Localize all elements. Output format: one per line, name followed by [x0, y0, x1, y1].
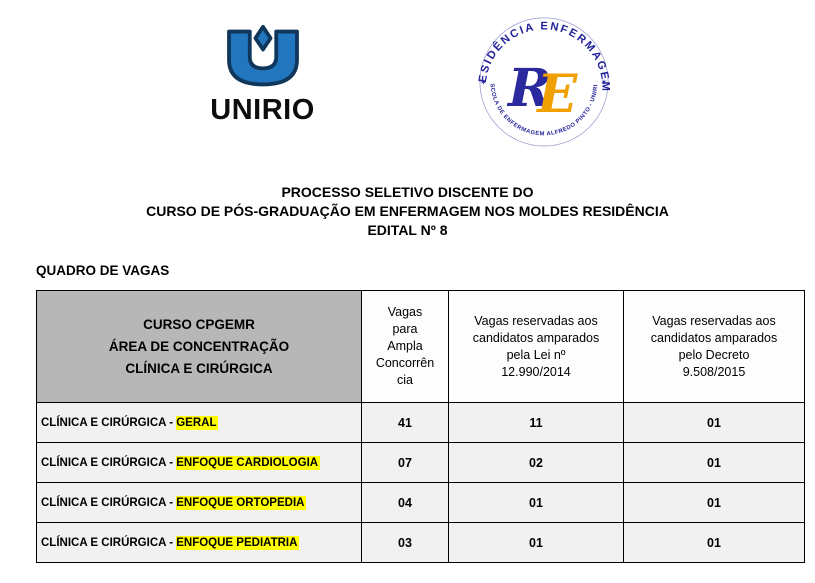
row-label: CLÍNICA E CIRÚRGICA - ENFOQUE CARDIOLOGI…: [36, 442, 362, 483]
cell-lei: 11: [448, 402, 624, 443]
row-label-prefix: CLÍNICA E CIRÚRGICA -: [41, 456, 177, 469]
row-label-highlight: GERAL: [176, 415, 219, 430]
title-line-2: CURSO DE PÓS-GRADUAÇÃO EM ENFERMAGEM NOS…: [146, 203, 669, 219]
vagas-table: CURSO CPGEMR ÁREA DE CONCENTRAÇÃO CLÍNIC…: [36, 290, 805, 563]
cell-decreto: 01: [623, 442, 805, 483]
row-label-prefix: CLÍNICA E CIRÚRGICA -: [41, 416, 177, 429]
row-label: CLÍNICA E CIRÚRGICA - ENFOQUE PEDIATRIA: [36, 522, 362, 563]
cell-lei: 02: [448, 442, 624, 483]
cell-ampla: 07: [361, 442, 449, 483]
row-label-highlight: ENFOQUE PEDIATRIA: [176, 535, 300, 550]
cell-ampla: 03: [361, 522, 449, 563]
seal-icon: RESIDÊNCIA ENFERMAGEM ESCOLA DE ENFERMAG…: [476, 12, 609, 147]
row-label-highlight: ENFOQUE ORTOPEDIA: [176, 495, 307, 510]
cell-decreto: 01: [623, 522, 805, 563]
title-line-1: PROCESSO SELETIVO DISCENTE DO: [281, 184, 534, 200]
cell-lei: 01: [448, 522, 624, 563]
row-label: CLÍNICA E CIRÚRGICA - ENFOQUE ORTOPEDIA: [36, 482, 362, 523]
cell-decreto: 01: [623, 402, 805, 443]
table-row: CLÍNICA E CIRÚRGICA - GERAL 41 11 01: [36, 402, 805, 443]
row-label-highlight: ENFOQUE CARDIOLOGIA: [176, 455, 321, 470]
document-title: PROCESSO SELETIVO DISCENTE DO CURSO DE P…: [0, 183, 815, 240]
table-header-row: CURSO CPGEMR ÁREA DE CONCENTRAÇÃO CLÍNIC…: [36, 290, 805, 403]
seal-star-right-icon: ✶: [600, 77, 607, 87]
seal-outer-ring: [479, 17, 609, 147]
row-label-prefix: CLÍNICA E CIRÚRGICA -: [41, 536, 177, 549]
row-label: CLÍNICA E CIRÚRGICA - GERAL: [36, 402, 362, 443]
table-row: CLÍNICA E CIRÚRGICA - ENFOQUE PEDIATRIA …: [36, 522, 805, 563]
seal-star-left-icon: ✶: [480, 77, 487, 87]
seal-monogram-e: E: [535, 64, 578, 125]
cell-ampla: 04: [361, 482, 449, 523]
cell-ampla: 41: [361, 402, 449, 443]
header-lei-12990: Vagas reservadas aos candidatos amparado…: [448, 290, 624, 403]
table-row: CLÍNICA E CIRÚRGICA - ENFOQUE CARDIOLOGI…: [36, 442, 805, 483]
unirio-wordmark: UNIRIO: [210, 94, 315, 126]
seal-monogram-r: R: [506, 58, 552, 119]
table-row: CLÍNICA E CIRÚRGICA - ENFOQUE ORTOPEDIA …: [36, 482, 805, 523]
title-line-3: EDITAL Nº 8: [367, 222, 448, 238]
cell-lei: 01: [448, 482, 624, 523]
unirio-mark-icon: [226, 24, 299, 87]
header-curso-area: CURSO CPGEMR ÁREA DE CONCENTRAÇÃO CLÍNIC…: [36, 290, 362, 403]
header-decreto-9508: Vagas reservadas aos candidatos amparado…: [623, 290, 805, 403]
section-heading: QUADRO DE VAGAS: [36, 263, 170, 278]
cell-decreto: 01: [623, 482, 805, 523]
header-ampla-concorrencia: Vagas para Ampla Concorrên cia: [361, 290, 449, 403]
unirio-logo: UNIRIO: [185, 24, 340, 127]
row-label-prefix: CLÍNICA E CIRÚRGICA -: [41, 496, 177, 509]
residencia-enfermagem-seal: RESIDÊNCIA ENFERMAGEM ESCOLA DE ENFERMAG…: [476, 12, 612, 148]
